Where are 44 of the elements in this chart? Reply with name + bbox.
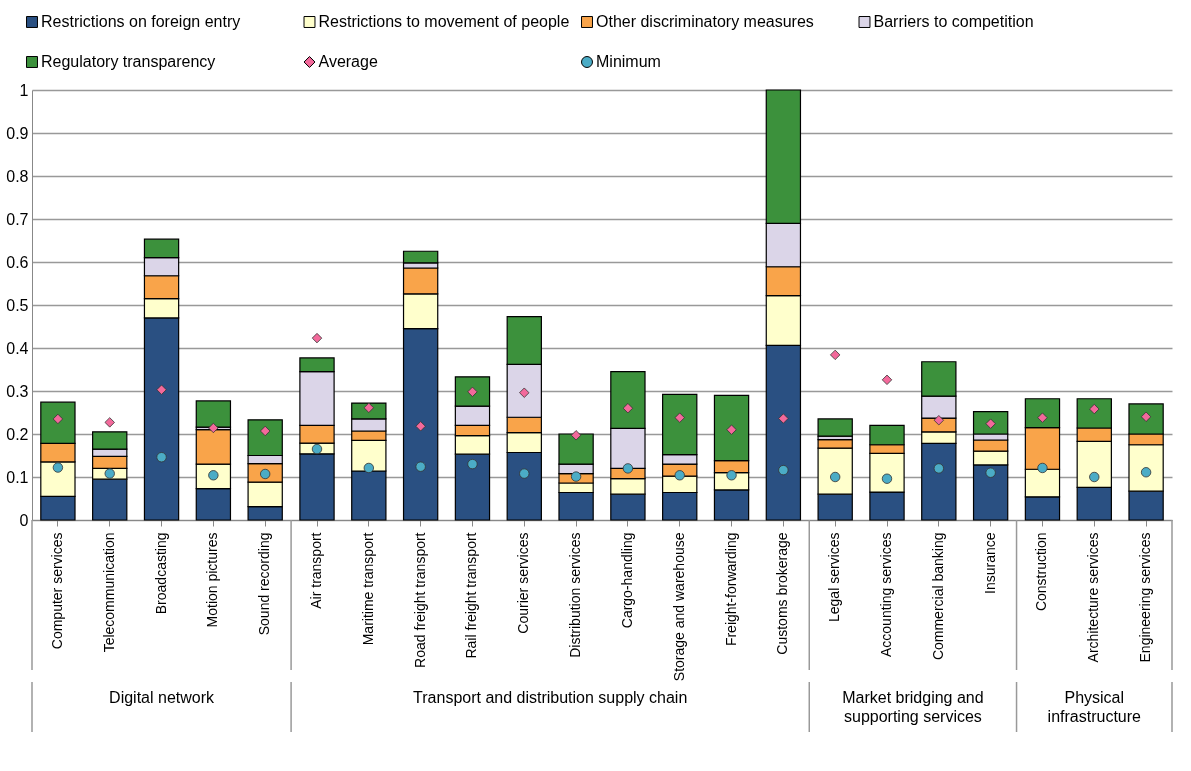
x-tick-label: Courier services bbox=[515, 532, 532, 634]
y-tick-label: 0.2 bbox=[6, 425, 29, 443]
x-tick-label: Broadcasting bbox=[152, 532, 169, 615]
x-tick-label: Insurance bbox=[981, 532, 998, 594]
y-tick-label: 0.3 bbox=[6, 382, 29, 400]
x-tick-label: Construction bbox=[1033, 532, 1050, 612]
x-tick-label: Cargo-handling bbox=[618, 532, 635, 629]
x-tick-label: Maritime transport bbox=[359, 532, 376, 646]
legend-label: Barriers to competition bbox=[873, 13, 1034, 30]
y-tick-label: 0 bbox=[19, 511, 29, 529]
legend-label: Average bbox=[318, 53, 378, 70]
x-tick-label: Engineering services bbox=[1137, 532, 1154, 663]
x-tick-label: Motion pictures bbox=[204, 532, 221, 628]
legend-label: Restrictions on foreign entry bbox=[41, 13, 241, 30]
y-tick-label: 0.4 bbox=[6, 339, 29, 357]
x-tick-label: Customs brokerage bbox=[774, 532, 791, 655]
x-tick-label: Computer services bbox=[48, 532, 65, 650]
legend-label: Regulatory transparency bbox=[41, 53, 216, 70]
y-tick-label: 0.9 bbox=[6, 124, 29, 142]
x-tick-label: Accounting services bbox=[878, 532, 894, 658]
y-tick-label: 1 bbox=[19, 81, 29, 99]
x-tick-label: Air transport bbox=[308, 532, 324, 609]
x-tick-label: Freight-forwarding bbox=[722, 532, 739, 647]
x-tick-label: Road freight transport bbox=[411, 532, 428, 668]
y-tick-label: 0.5 bbox=[6, 296, 29, 314]
legend-label: Minimum bbox=[596, 53, 661, 70]
text: Digital network bbox=[109, 689, 216, 706]
y-tick-label: 0.1 bbox=[6, 468, 29, 486]
y-tick-label: 0.7 bbox=[6, 210, 29, 228]
x-tick-label: Sound recording bbox=[256, 532, 273, 636]
x-tick-label: Storage and warehouse bbox=[670, 532, 687, 682]
x-tick-label: Telecommunication bbox=[100, 532, 117, 653]
x-tick-label: Architecture services bbox=[1085, 532, 1102, 663]
x-tick-label: Distribution services bbox=[567, 532, 584, 658]
y-tick-label: 0.8 bbox=[6, 167, 29, 185]
text: Market bridging and supporting services bbox=[842, 689, 984, 725]
text: Transport and distribution supply chain bbox=[413, 689, 688, 706]
legend-label: Restrictions to movement of people bbox=[318, 13, 570, 30]
x-tick-label: Commercial banking bbox=[929, 532, 946, 661]
x-tick-label: Rail freight transport bbox=[463, 532, 480, 659]
legend-label: Other discriminatory measures bbox=[596, 13, 814, 30]
x-tick-label: Legal services bbox=[826, 532, 843, 622]
y-tick-label: 0.6 bbox=[6, 253, 29, 271]
text: Physical infrastructure bbox=[1047, 689, 1142, 725]
